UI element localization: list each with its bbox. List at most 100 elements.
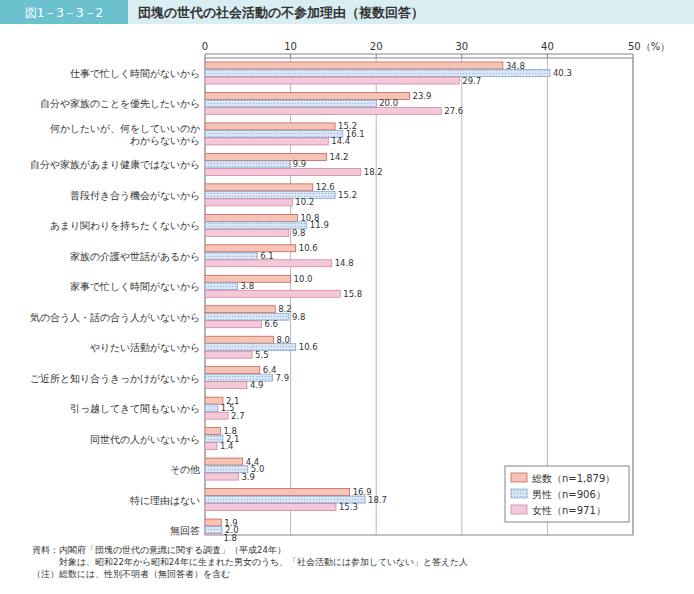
bar [205,405,218,412]
bar [205,229,289,236]
category-line: 家族の介護や世話があるから [70,251,200,262]
data-label: 7.9 [276,373,290,383]
legend-box [505,466,629,522]
data-label: 3.8 [241,281,255,291]
category-label: 引っ越してきて間もないから [70,403,200,414]
bar [205,351,252,358]
category-line: あまり関わりを持ちたくないから [50,220,200,231]
category-label: 普段付き合う機会がないから [70,190,200,201]
tick-mark [290,54,291,58]
bar [205,168,361,175]
category-line: 引っ越してきて間もないから [70,403,200,414]
category-label: その他 [170,464,200,475]
data-label: 3.9 [241,472,255,482]
bar [205,245,296,252]
category-label: 気の合う人・話の合う人がいないから [30,312,200,323]
bar [205,519,221,526]
bar [205,534,220,535]
data-label: 1.4 [220,441,234,451]
category-line: 気の合う人・話の合う人がいないから [30,312,200,323]
tick-mark [205,54,206,58]
data-label: 10.0 [294,274,313,284]
bar [205,77,459,84]
grid-line [461,58,462,535]
legend-label: 男性（n=906） [532,489,606,500]
figure-label: 図1－3－3－2 [25,6,104,20]
bar [205,412,228,419]
data-label: 20.0 [379,98,398,108]
data-label: 8.2 [278,304,292,314]
tick-label: 30 [455,41,468,52]
bar [205,70,550,77]
category-label: 仕事で忙しく時間がないから [70,68,200,79]
data-label: 10.6 [299,342,318,352]
category-label: 特に理由はない [130,495,200,506]
tick-mark [547,54,548,58]
category-label: 家事で忙しく時間がないから [70,281,200,292]
legend-swatch [511,489,527,498]
category-line: 同世代の人がいないから [90,434,200,445]
grid-line [547,58,548,535]
category-line: 自分や家族があまり健康ではないから [30,159,200,170]
data-label: 40.3 [553,68,572,78]
legend-label: 女性（n=971） [532,505,606,516]
bar [205,161,290,168]
bar [205,428,220,435]
bar [205,290,340,297]
bar [205,367,260,374]
data-label: 9.8 [292,312,306,322]
labels: 仕事で忙しく時間がないから34.840.329.7自分や家族のことを優先したいか… [30,61,572,543]
tick-mark [633,54,634,58]
category-label: 自分や家族のことを優先したいから [40,98,200,109]
data-label: 29.7 [462,76,481,86]
bar [205,443,217,450]
bar [205,321,261,328]
grid-line [633,58,634,535]
category-line: ご近所と知り合うきっかけがないから [30,373,200,384]
bar [205,473,238,480]
data-label: 5.5 [255,350,269,360]
data-label: 1.8 [223,533,237,543]
category-label: 無回答 [170,525,200,536]
category-line: 普段付き合う機会がないから [70,190,200,201]
category-line: 特に理由はない [130,495,200,506]
note: 資料：内閣府「団塊の世代の意識に関する調査」（平成24年） [32,545,286,555]
data-label: 18.7 [368,495,387,505]
bar [205,100,376,107]
tick-label: 20 [370,41,383,52]
legend-label: 総数（n=1,879） [531,473,615,484]
bar [205,336,273,343]
data-label: 12.6 [316,182,335,192]
category-line: その他 [170,464,200,475]
data-label: 6.4 [263,365,277,375]
category-label: やりたい活動がないから [90,342,200,353]
bar [205,184,313,191]
title: 団塊の世代の社会活動の不参加理由（複数回答） [138,5,424,20]
category-label: 家族の介護や世話があるから [70,251,200,262]
axis-line [205,54,633,55]
tick-label: 50（%） [628,41,670,52]
note: （注）総数には、性別不明者（無回答者）を含む [32,569,230,579]
bar [205,214,297,221]
tick-label: 10 [284,41,297,52]
category-line: わからないから [130,135,200,146]
data-label: 10.6 [299,243,318,253]
bar [205,123,335,130]
category-line: やりたい活動がないから [90,342,200,353]
category-line: 家事で忙しく時間がないから [70,281,200,292]
legend: 総数（n=1,879） 男性（n=906） 女性（n=971） [505,466,629,522]
tick-mark [376,54,377,58]
tick-label: 40 [541,41,554,52]
data-label: 11.9 [310,220,329,230]
bar [205,138,328,145]
data-label: 4.9 [250,380,264,390]
category-line: 何かしたいが、何をしていいのか [50,123,200,134]
tick-mark [461,54,462,58]
category-label: 何かしたいが、何をしていいのかわからないから [50,123,200,146]
bar [205,489,350,496]
plot-frame [205,58,633,535]
data-label: 15.8 [343,289,362,299]
bar [205,252,257,259]
figure-label-box [0,0,128,24]
category-label: 自分や家族があまり健康ではないから [30,159,200,170]
